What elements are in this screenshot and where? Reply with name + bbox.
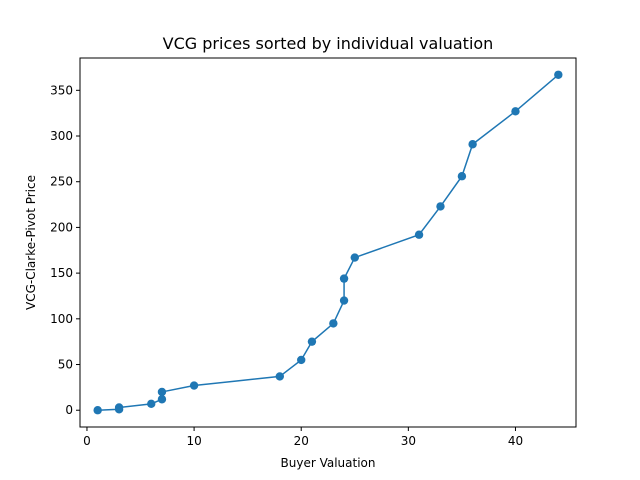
x-tick-label: 30 — [401, 434, 416, 448]
y-tick-label: 100 — [50, 312, 73, 326]
y-tick-label: 50 — [58, 358, 73, 372]
data-point — [468, 140, 477, 149]
x-tick-label: 0 — [83, 434, 91, 448]
y-tick-label: 150 — [50, 266, 73, 280]
data-point — [511, 107, 520, 116]
data-point — [297, 355, 306, 365]
y-tick-label: 350 — [50, 83, 73, 97]
data-point — [189, 381, 199, 390]
plot-frame — [79, 57, 577, 428]
data-point — [339, 274, 349, 283]
x-axis: 0 10 20 30 40 — [83, 427, 523, 448]
y-axis-label: VCG-Clarke-Pivot Price — [24, 175, 38, 310]
plot-area — [93, 70, 563, 415]
data-point — [554, 70, 563, 79]
y-tick-label: 0 — [65, 403, 73, 417]
data-point — [339, 296, 349, 305]
x-tick-label: 40 — [508, 434, 523, 448]
x-tick-label: 10 — [186, 434, 201, 448]
y-axis: 0 50 100 150 200 250 300 350 — [50, 83, 80, 417]
data-point — [157, 387, 167, 397]
y-tick-label: 250 — [50, 175, 73, 189]
data-point — [436, 202, 445, 211]
data-point — [275, 372, 284, 381]
data-point — [457, 172, 467, 181]
data-point — [114, 403, 124, 412]
x-tick-label: 20 — [294, 434, 309, 448]
y-tick-label: 200 — [50, 220, 73, 234]
y-tick-label: 300 — [50, 129, 73, 143]
data-point — [147, 399, 156, 409]
data-point — [93, 406, 102, 415]
data-point — [414, 230, 424, 239]
data-point — [329, 319, 338, 328]
data-point — [157, 395, 167, 404]
chart-title: VCG prices sorted by individual valuatio… — [163, 34, 494, 53]
x-axis-label: Buyer Valuation — [281, 456, 376, 470]
data-point — [350, 253, 359, 262]
data-point — [307, 337, 317, 346]
